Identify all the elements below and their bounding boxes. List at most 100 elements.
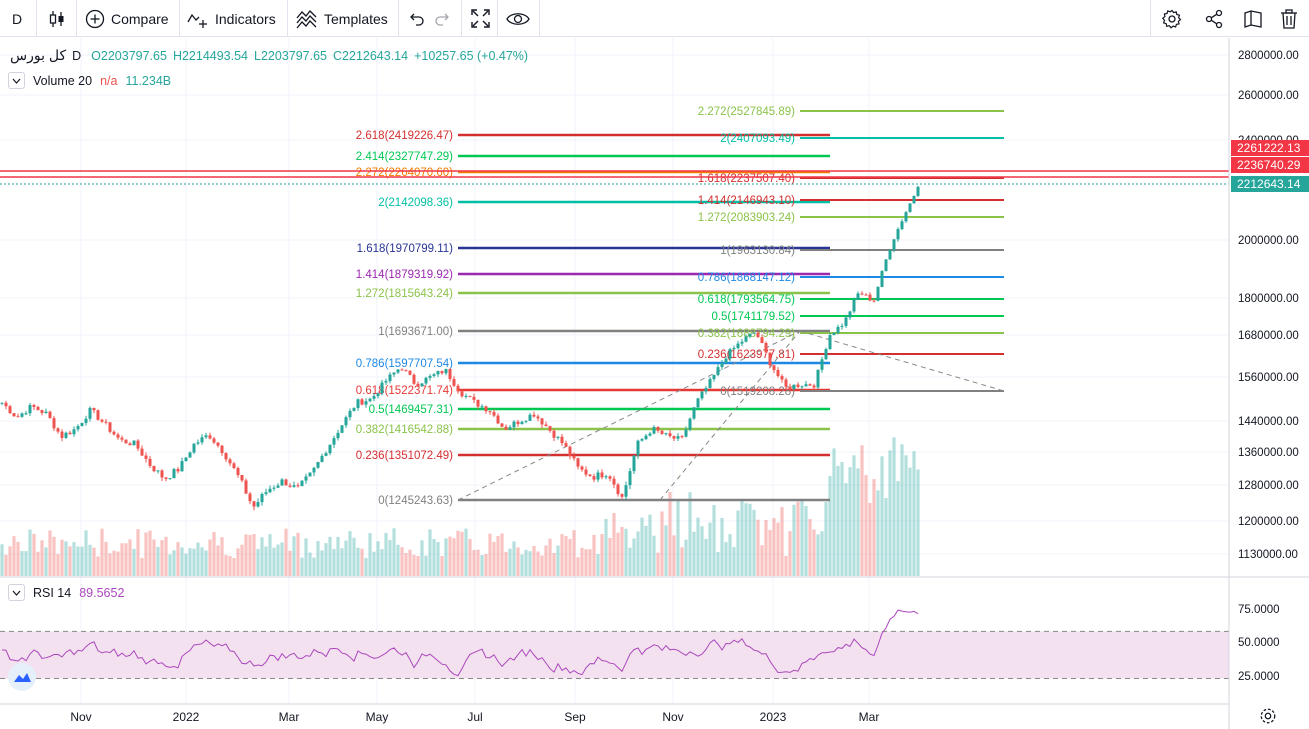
price-tick-label: 1280000.00 <box>1238 480 1299 492</box>
redo-button[interactable] <box>434 0 452 37</box>
candle-body <box>836 326 840 333</box>
candle-body <box>772 365 776 371</box>
candle-body <box>168 478 172 480</box>
candle-body <box>580 466 584 470</box>
candle-body <box>668 433 672 437</box>
templates-button[interactable]: Templates <box>296 0 388 37</box>
volume-bar <box>652 535 656 576</box>
interval-button[interactable]: D <box>12 0 22 37</box>
candle-body <box>484 406 488 412</box>
templates-icon <box>296 9 317 28</box>
volume-bar <box>596 553 600 576</box>
volume-bar <box>764 519 768 576</box>
fib-level-label: 2.414(2327747.29) <box>356 151 453 163</box>
candle-body <box>748 333 752 337</box>
candle-body <box>548 426 552 431</box>
candle-body <box>608 476 612 479</box>
candle-body <box>180 461 184 472</box>
volume-bar <box>532 545 536 576</box>
candle-body <box>796 384 800 387</box>
ideas-button[interactable] <box>1243 0 1263 37</box>
symbol-name[interactable]: کل بورس <box>10 47 67 63</box>
volume-bar <box>100 528 104 576</box>
collapse-rsi-button[interactable] <box>8 584 25 601</box>
candle-body <box>104 421 108 423</box>
candle-body <box>500 423 504 427</box>
candle-body <box>100 419 104 422</box>
settings-button[interactable] <box>1162 0 1182 37</box>
volume-bar <box>696 517 700 576</box>
candle-body <box>572 455 576 459</box>
collapse-legend-button[interactable] <box>8 72 25 89</box>
rsi-name[interactable]: RSI 14 <box>33 585 72 600</box>
volume-name[interactable]: Volume 20 <box>33 73 93 88</box>
price-tick-label: 1800000.00 <box>1238 293 1299 305</box>
price-chart[interactable]: 2.618(2419226.47) 2.414(2327747.29) 2.272(… <box>0 38 1309 729</box>
fib2-level-label: 0.5(1741179.52) <box>711 311 795 323</box>
candle-body <box>156 470 160 472</box>
candle-body <box>516 421 520 425</box>
eye-button[interactable] <box>506 0 530 37</box>
fullscreen-icon <box>471 9 490 28</box>
candle-body <box>784 379 788 387</box>
delete-button[interactable] <box>1280 0 1298 37</box>
scale-settings-button[interactable] <box>1259 707 1277 728</box>
candle-body <box>192 443 196 453</box>
volume-bar <box>472 550 476 576</box>
volume-bar <box>816 534 820 576</box>
candle-body <box>636 440 640 456</box>
volume-bar <box>196 542 200 576</box>
volume-bar <box>184 553 188 576</box>
fib-level-label: 2.272(2264070.60) <box>356 167 453 179</box>
candle-body <box>864 294 868 296</box>
tradingview-logo[interactable] <box>8 663 36 691</box>
volume-bar <box>80 546 84 576</box>
volume-bar <box>244 534 248 576</box>
fibonacci-extension[interactable]: 2.618(2419226.47) 2.414(2327747.29) 2.272(… <box>356 106 1005 507</box>
volume-ma: n/a <box>100 73 118 88</box>
horizontal-lines[interactable] <box>0 170 1309 578</box>
candle-body <box>740 341 744 344</box>
volume-bar <box>76 546 80 576</box>
volume-bar <box>636 531 640 576</box>
candle-body <box>408 370 412 375</box>
fib-level-label: 0.382(1416542.88) <box>356 424 453 436</box>
candle-body <box>60 431 64 438</box>
compare-button[interactable]: Compare <box>85 0 169 37</box>
volume-bar <box>452 538 456 576</box>
volume-bar <box>284 528 288 576</box>
candle-body <box>776 370 780 377</box>
volume-bar <box>868 503 872 576</box>
volume-bar <box>108 553 112 576</box>
candle-body <box>712 374 716 380</box>
rsi-legend: RSI 14 89.5652 <box>8 584 124 601</box>
volume-bar <box>780 507 784 576</box>
candle-body <box>332 438 336 445</box>
fullscreen-button[interactable] <box>471 0 490 37</box>
time-tick-label: Sep <box>564 710 586 724</box>
volume-bar <box>832 448 836 576</box>
candle-body <box>868 294 872 301</box>
candle-body <box>564 443 568 447</box>
volume-bar <box>324 543 328 576</box>
volume-bar <box>432 539 436 576</box>
candle-body <box>412 374 416 384</box>
volume-bar <box>600 534 604 576</box>
indicators-button[interactable]: Indicators <box>187 0 276 37</box>
volume-bar <box>268 534 272 576</box>
candle-body <box>436 371 440 375</box>
volume-bar <box>396 544 400 576</box>
chart-type-button[interactable] <box>48 0 66 37</box>
volume-bar <box>456 530 460 576</box>
volume-bar <box>588 549 592 576</box>
share-button[interactable] <box>1204 0 1224 37</box>
plus-circle-icon <box>85 9 105 28</box>
rsi-tick-label: 25.0000 <box>1238 671 1280 683</box>
undo-button[interactable] <box>407 0 425 37</box>
candle-body <box>480 406 484 408</box>
candle-body <box>400 369 404 371</box>
volume-bar <box>172 550 176 576</box>
volume-bar <box>192 548 196 576</box>
volume-bar <box>700 526 704 576</box>
divider <box>1150 0 1151 37</box>
